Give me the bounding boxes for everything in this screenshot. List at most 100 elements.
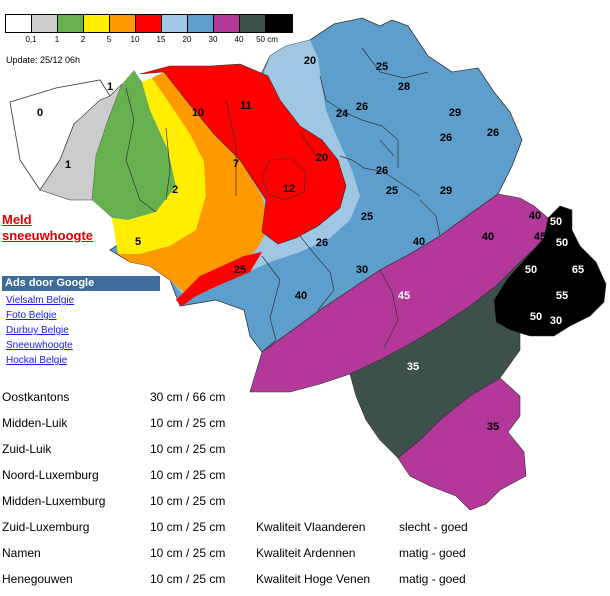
legend: 0,1 1 2 5 10 15 20 30 40 50 cm [5,14,293,47]
map-zone-city [261,157,307,201]
map-label: 50 [530,311,542,323]
map-label: 65 [572,264,584,276]
ad-link[interactable]: Sneeuwhoogte [6,340,73,351]
map-zone-1-2 [92,70,176,220]
legend-swatch [6,15,32,32]
legend-swatches [5,14,293,33]
map-label: 40 [482,231,494,243]
map-label: 2 [172,184,178,196]
map-label: 20 [316,152,328,164]
map-label: 30 [550,315,562,327]
region-name: Henegouwen [2,572,73,586]
legend-swatch [214,15,240,32]
ads-links: Vielsalm Belgie Foto Belgie Durbuy Belgi… [6,293,74,368]
ad-link[interactable]: Durbuy Belgie [6,325,69,336]
map-label: 25 [234,264,246,276]
map-zone-30-40-south [397,377,527,511]
map-zone-2-5 [112,78,206,254]
map-zone-10-15-south [176,252,262,306]
map-label: 26 [487,127,499,139]
map-label: 40 [295,290,307,302]
map-label: 25 [361,211,373,223]
region-value: 30 cm / 66 cm [150,390,226,404]
legend-swatch [58,15,84,32]
quality-label: Kwaliteit Ardennen [256,546,356,560]
ad-link[interactable]: Hockai Belgie [6,355,68,366]
map-label: 1 [65,159,71,171]
map-label: 24 [336,108,349,120]
map-label: 45 [534,231,546,243]
map-label: 10 [192,107,204,119]
region-value: 10 cm / 25 cm [150,468,226,482]
region-value: 10 cm / 25 cm [150,416,226,430]
map-zone-10-15 [139,63,347,245]
map-label: 29 [440,185,452,197]
region-name: Midden-Luik [2,416,68,430]
legend-swatch [162,15,188,32]
map-label: 30 [356,264,368,276]
map-label: 5 [135,236,141,248]
map-label: 25 [386,185,398,197]
legend-tick: 30 [208,35,218,44]
quality-value: slecht - goed [399,520,468,534]
legend-tick: 50 cm [256,35,278,44]
map-zone-50 [493,205,607,337]
legend-tick: 1 [54,35,60,44]
region-value: 10 cm / 25 cm [150,572,226,586]
region-name: Midden-Luxemburg [2,494,106,508]
legend-swatch [240,15,266,32]
map-labels: 0 1 1 2 5 10 11 7 12 20 20 25 28 24 26 2… [37,55,584,433]
quality-label: Kwaliteit Hoge Venen [256,572,371,586]
legend-swatch [266,15,292,32]
report-snow-depth-link[interactable]: Meld sneeuwhoogte [2,212,93,244]
map-label: 50 [556,237,568,249]
region-value: 10 cm / 25 cm [150,546,226,560]
map-label: 20 [304,55,316,67]
map-label: 0 [37,107,43,119]
province-boundaries [125,47,441,353]
update-timestamp: Update: 25/12 06h [6,55,81,65]
quality-value: matig - goed [399,546,466,560]
legend-tick: 2 [80,35,86,44]
map-label: 12 [283,183,295,195]
map-label: 55 [556,290,568,302]
map-label: 35 [407,361,419,373]
region-name: Namen [2,546,41,560]
legend-swatch [188,15,214,32]
legend-tick: 20 [182,35,192,44]
legend-tick: 10 [130,35,140,44]
quality-value: matig - goed [399,572,466,586]
map-label: 28 [398,81,410,93]
region-name: Zuid-Luik [2,442,52,456]
map-zone-5-10 [118,72,270,296]
region-value: 10 cm / 25 cm [150,520,226,534]
meld-link-line1[interactable]: Meld [2,212,32,227]
map-label: 7 [233,158,239,170]
region-name: Noord-Luxemburg [2,468,99,482]
map-label: 29 [449,107,461,119]
ad-link[interactable]: Foto Belgie [6,310,57,321]
legend-tick: 5 [106,35,112,44]
quality-label: Kwaliteit Vlaanderen [256,520,366,534]
map-label: 26 [316,237,328,249]
region-value: 10 cm / 25 cm [150,442,226,456]
map-label: 25 [376,61,388,73]
map-label: 1 [107,81,113,93]
legend-tick: 0,1 [25,35,37,44]
map-label: 50 [550,216,562,228]
region-value: 10 cm / 25 cm [150,494,226,508]
region-name: Oostkantons [2,390,70,404]
legend-swatch [110,15,136,32]
map-label: 45 [398,290,410,302]
legend-swatch [84,15,110,32]
ads-header[interactable]: Ads door Google [2,276,160,291]
map-label: 40 [529,210,541,222]
meld-link-line2[interactable]: sneeuwhoogte [2,228,94,243]
ad-link[interactable]: Vielsalm Belgie [6,295,75,306]
legend-tick-labels: 0,1 1 2 5 10 15 20 30 40 50 cm [5,33,285,47]
map-label: 50 [525,264,537,276]
map-label: 26 [376,165,388,177]
map-label: 11 [240,100,252,112]
map-label: 40 [413,236,425,248]
